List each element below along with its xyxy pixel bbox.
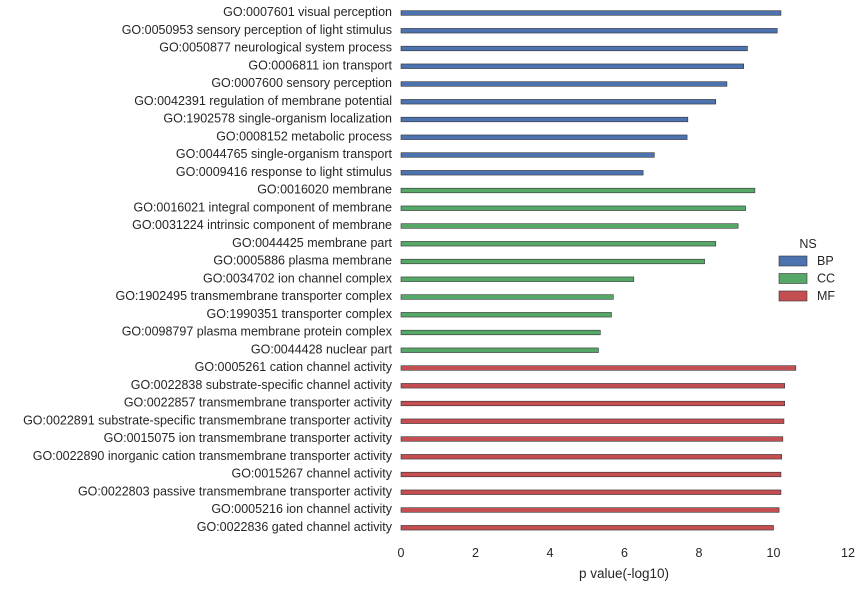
category-label: GO:0050877 neurological system process: [159, 41, 392, 55]
bar-22: [400, 383, 785, 389]
category-label: GO:0005216 ion channel activity: [211, 502, 392, 516]
bar-19: [400, 329, 601, 336]
bar-24: [400, 418, 785, 424]
bar-15: [400, 258, 705, 265]
x-tick-label: 4: [547, 546, 554, 560]
category-label: GO:0009416 response to light stimulus: [176, 165, 392, 179]
category-label: GO:0022836 gated channel activity: [197, 520, 393, 534]
bar-8: [400, 134, 688, 140]
bar-21: [400, 365, 797, 371]
category-label: GO:0007601 visual perception: [223, 5, 392, 19]
x-tick-label: 0: [398, 546, 405, 560]
category-label: GO:0015267 channel activity: [231, 467, 392, 481]
bar-23: [400, 400, 785, 407]
legend: NS BP CC MF: [778, 237, 835, 303]
category-labels: GO:0007601 visual perception GO:0050953 s…: [23, 5, 393, 534]
category-label: GO:0016021 integral component of membran…: [134, 200, 393, 214]
x-tick-label: 10: [767, 546, 781, 560]
category-label: GO:1902495 transmembrane transporter com…: [115, 289, 392, 303]
legend-label-cc: CC: [817, 272, 835, 286]
category-label: GO:0015075 ion transmembrane transporter…: [104, 431, 393, 445]
category-label: GO:0022857 transmembrane transporter act…: [124, 396, 393, 410]
bar-4: [400, 63, 745, 69]
category-label: GO:0005886 plasma membrane: [213, 254, 392, 268]
category-label: GO:0044425 membrane part: [232, 236, 392, 250]
bar-27: [400, 471, 782, 478]
category-label: GO:0044765 single-organism transport: [176, 147, 393, 161]
category-label: GO:0034702 ion channel complex: [203, 271, 393, 285]
bar-12: [400, 205, 746, 211]
legend-items: BP CC MF: [778, 254, 835, 303]
bar-11: [400, 187, 756, 194]
category-label: GO:1990351 transporter complex: [206, 307, 392, 321]
bar-26: [400, 454, 782, 460]
bar-2: [400, 28, 778, 34]
category-label: GO:0016020 membrane: [257, 183, 392, 197]
bar-29: [400, 507, 780, 513]
category-label: GO:0098797 plasma membrane protein compl…: [122, 325, 393, 339]
category-label: GO:0022891 substrate-specific transmembr…: [23, 413, 393, 427]
bar-10: [400, 170, 644, 176]
category-label: GO:0022890 inorganic cation transmembran…: [33, 449, 393, 463]
bar-7: [400, 116, 689, 123]
bar-28: [400, 489, 782, 495]
bar-17: [400, 294, 614, 300]
category-label: GO:0008152 metabolic process: [216, 129, 392, 143]
legend-label-bp: BP: [817, 254, 834, 268]
category-label: GO:1902578 single-organism localization: [163, 112, 392, 126]
bar-6: [400, 99, 717, 105]
bar-1: [400, 10, 782, 16]
category-label: GO:0050953 sensory perception of light s…: [122, 23, 392, 37]
legend-swatch-bp: [778, 255, 808, 267]
x-tick-label: 12: [841, 546, 855, 560]
category-label: GO:0031224 intrinsic component of membra…: [132, 218, 392, 232]
legend-title: NS: [799, 237, 816, 251]
x-axis-ticks: 0 2 4 6 8 10 12: [398, 546, 855, 560]
bar-18: [400, 312, 612, 318]
category-label: GO:0007600 sensory perception: [211, 76, 392, 90]
bar-30: [400, 525, 774, 531]
bars-layer: [400, 10, 797, 531]
legend-label-mf: MF: [817, 289, 835, 303]
bar-16: [400, 276, 635, 282]
bar-14: [400, 241, 717, 247]
legend-swatch-cc: [778, 273, 808, 284]
bar-9: [400, 152, 655, 158]
x-tick-label: 6: [621, 546, 628, 560]
category-label: GO:0022838 substrate-specific channel ac…: [131, 378, 393, 392]
x-axis-title: p value(-log10): [579, 566, 669, 581]
bar-13: [400, 223, 739, 229]
x-tick-label: 2: [472, 546, 479, 560]
bar-5: [400, 81, 728, 87]
bar-20: [400, 347, 599, 353]
category-label: GO:0006811 ion transport: [248, 58, 392, 72]
bar-3: [400, 45, 748, 52]
category-label: GO:0005261 cation channel activity: [195, 360, 393, 374]
legend-swatch-mf: [778, 290, 808, 302]
category-label: GO:0044428 nuclear part: [251, 342, 393, 356]
category-label: GO:0022803 passive transmembrane transpo…: [78, 484, 393, 498]
x-tick-label: 8: [696, 546, 703, 560]
bar-25: [400, 436, 784, 442]
category-label: GO:0042391 regulation of membrane potent…: [134, 94, 392, 108]
